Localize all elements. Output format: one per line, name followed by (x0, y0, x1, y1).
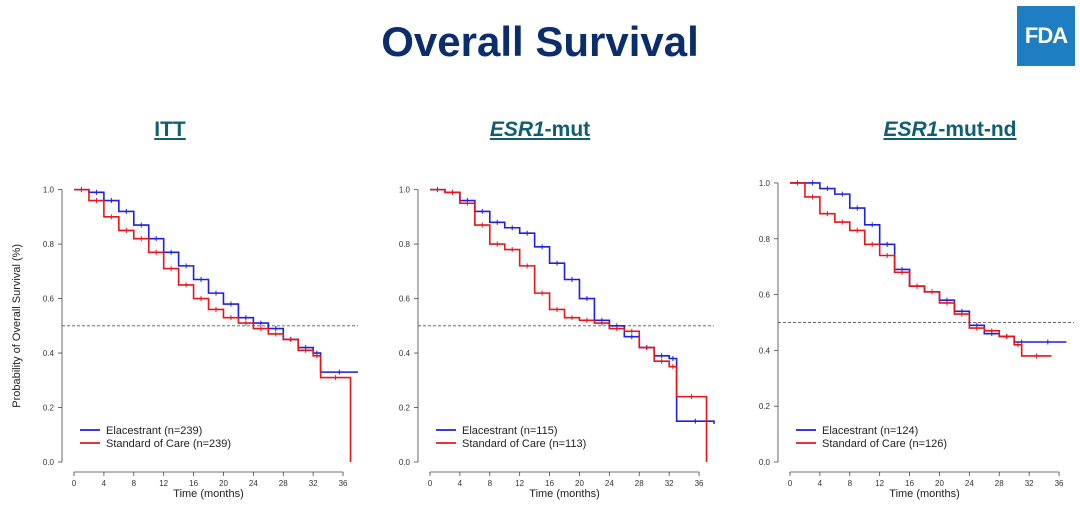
legend-label: Elacestrant (n=239) (106, 425, 202, 437)
x-tick-label: 4 (458, 479, 463, 488)
y-axis-label: Probability of Overall Survival (%) (11, 244, 23, 408)
survival-curve-standard-of-care (74, 188, 352, 462)
panel-title-itt: ITT (60, 118, 280, 142)
x-tick-label: 24 (605, 479, 614, 488)
legend-label: Standard of Care (n=239) (106, 438, 231, 450)
x-tick-label: 28 (995, 479, 1004, 488)
x-tick-label: 8 (132, 479, 137, 488)
y-tick-label: 0.2 (43, 404, 55, 413)
panel-title-rest: ITT (154, 118, 186, 141)
x-tick-label: 16 (189, 479, 198, 488)
x-axis-label: Time (months) (889, 488, 960, 500)
x-tick-label: 36 (1055, 479, 1064, 488)
x-tick-label: 32 (309, 479, 318, 488)
survival-curve-elacestrant (790, 182, 1067, 343)
y-tick-label: 0.6 (759, 291, 771, 300)
y-tick-label: 0.4 (43, 349, 55, 358)
fda-logo: FDA (1017, 6, 1075, 66)
panel-title-italic: ESR1 (883, 118, 939, 141)
x-tick-label: 36 (695, 479, 704, 488)
panel-title-italic: ESR1 (489, 118, 545, 141)
x-tick-label: 8 (848, 479, 853, 488)
panel-title-rest: -mut (544, 118, 591, 141)
y-tick-label: 1.0 (43, 186, 55, 195)
y-tick-label: 0.8 (399, 240, 411, 249)
y-tick-label: 1.0 (759, 179, 771, 188)
x-tick-label: 12 (159, 479, 168, 488)
y-tick-label: 0.2 (399, 404, 411, 413)
x-tick-label: 8 (488, 479, 493, 488)
x-tick-label: 12 (875, 479, 884, 488)
y-tick-label: 0.0 (759, 458, 771, 467)
x-tick-label: 0 (788, 479, 793, 488)
y-tick-label: 0.0 (43, 458, 55, 467)
y-tick-label: 1.0 (399, 186, 411, 195)
survival-curve-standard-of-care (790, 182, 1052, 357)
survival-curve-standard-of-care (430, 188, 708, 462)
x-tick-label: 32 (665, 479, 674, 488)
legend-label: Elacestrant (n=124) (822, 425, 918, 437)
x-tick-label: 24 (249, 479, 258, 488)
legend-label: Elacestrant (n=115) (462, 425, 558, 437)
x-tick-label: 28 (279, 479, 288, 488)
x-tick-label: 16 (545, 479, 554, 488)
y-tick-label: 0.4 (399, 349, 411, 358)
y-tick-label: 0.6 (399, 295, 411, 304)
y-tick-label: 0.4 (759, 346, 771, 355)
y-tick-label: 0.0 (399, 458, 411, 467)
x-tick-label: 20 (575, 479, 584, 488)
x-tick-label: 12 (515, 479, 524, 488)
panel-title-esr1-mut-nd: ESR1-mut-nd (830, 118, 1070, 142)
x-tick-label: 20 (219, 479, 228, 488)
x-tick-label: 16 (905, 479, 914, 488)
y-tick-label: 0.8 (759, 235, 771, 244)
x-tick-label: 28 (635, 479, 644, 488)
legend-label: Standard of Care (n=113) (462, 438, 586, 450)
y-tick-label: 0.2 (759, 402, 771, 411)
x-axis-label: Time (months) (173, 488, 244, 500)
x-tick-label: 0 (428, 479, 433, 488)
panel-title-esr1-mut: ESR1-mut (430, 118, 650, 142)
x-tick-label: 24 (965, 479, 974, 488)
y-tick-label: 0.8 (43, 240, 55, 249)
legend-label: Standard of Care (n=126) (822, 438, 947, 450)
x-tick-label: 36 (339, 479, 348, 488)
x-tick-label: 32 (1025, 479, 1034, 488)
x-axis-label: Time (months) (529, 488, 600, 500)
x-tick-label: 0 (72, 479, 77, 488)
page-title: Overall Survival (381, 18, 699, 65)
x-tick-label: 4 (818, 479, 823, 488)
x-tick-label: 20 (935, 479, 944, 488)
y-tick-label: 0.6 (43, 295, 55, 304)
panel-title-rest: -mut-nd (938, 118, 1017, 141)
x-tick-label: 4 (102, 479, 107, 488)
survival-curve-elacestrant (430, 188, 715, 424)
